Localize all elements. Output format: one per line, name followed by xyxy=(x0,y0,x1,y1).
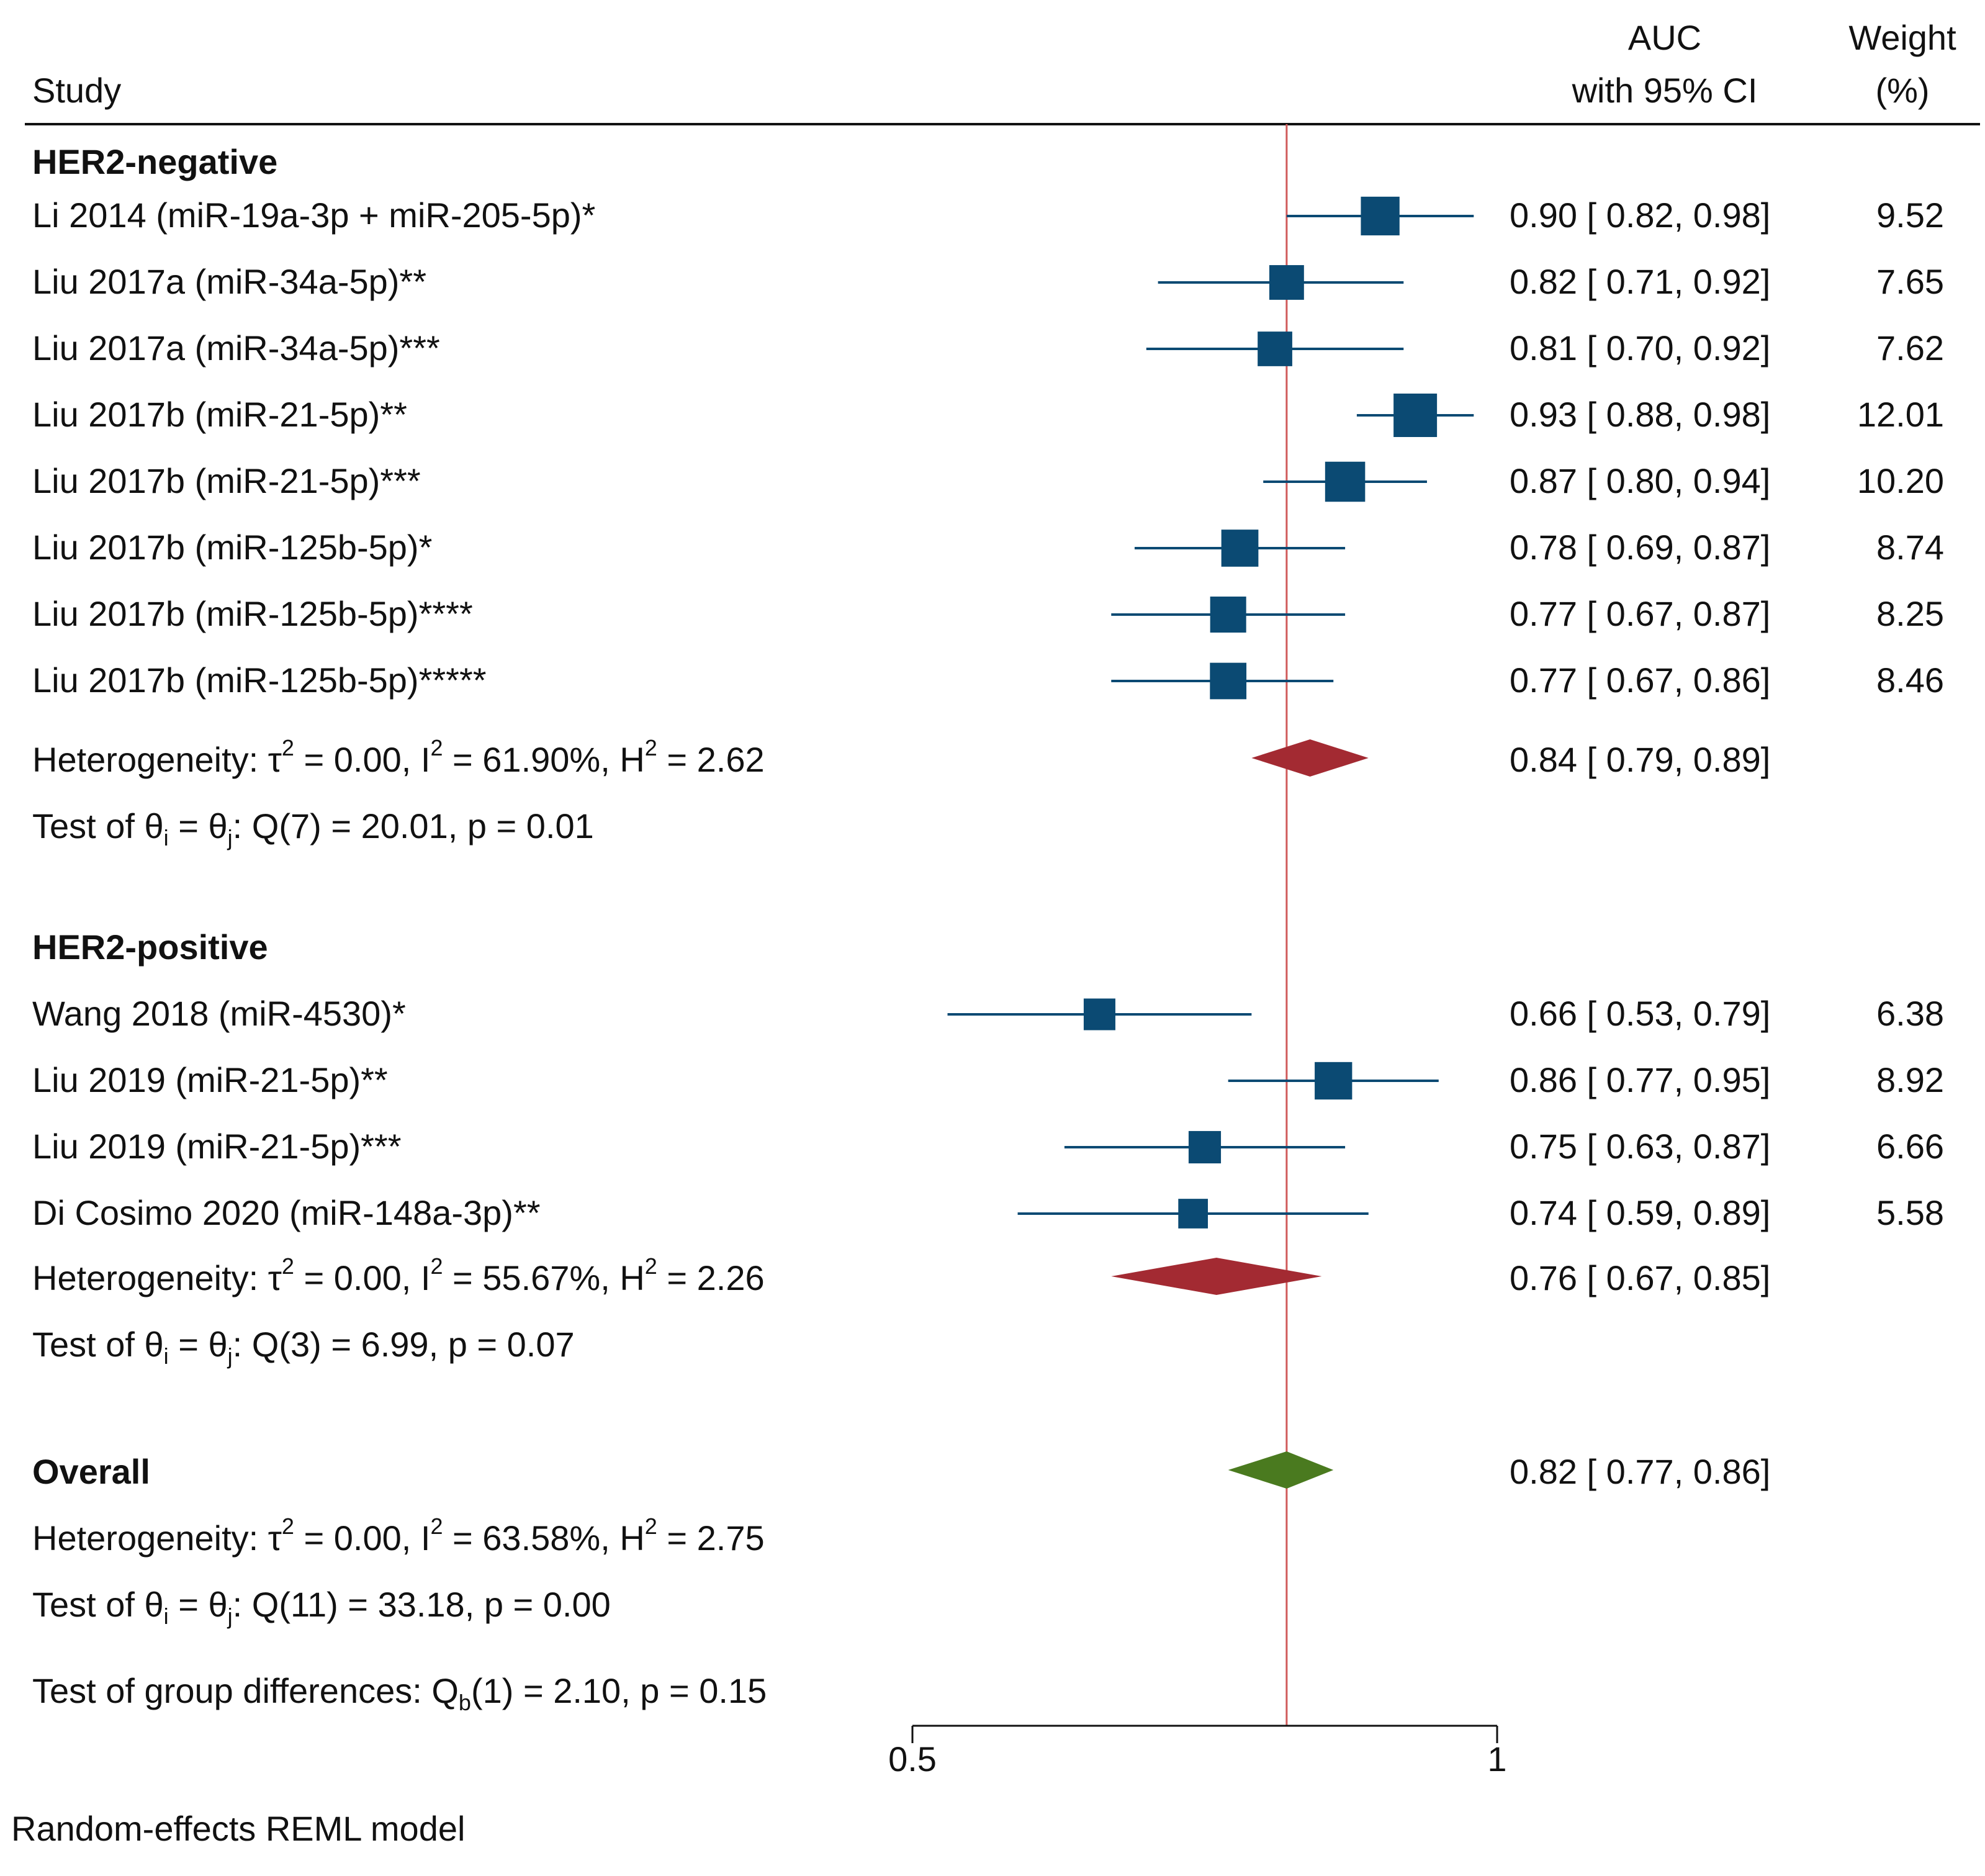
study-weight: 5.58 xyxy=(1876,1193,1944,1232)
study-label: Liu 2017b (miR-21-5p)** xyxy=(32,395,407,434)
study-marker xyxy=(1221,530,1259,567)
header-auc-ci: with 95% CI xyxy=(1572,71,1758,110)
study-label: Liu 2017a (miR-34a-5p)*** xyxy=(32,328,440,368)
x-tick-label: 1 xyxy=(1487,1739,1506,1779)
pooled-ci-her2-positive: 0.76 [ 0.67, 0.85] xyxy=(1510,1258,1770,1297)
test-overall: Test of θi = θj: Q(11) = 33.18, p = 0.00 xyxy=(32,1585,611,1629)
pooled-ci-her2-negative: 0.84 [ 0.79, 0.89] xyxy=(1510,740,1770,779)
study-label: Li 2014 (miR-19a-3p + miR-205-5p)* xyxy=(32,196,595,235)
header-auc: AUC xyxy=(1628,18,1701,57)
study-weight: 10.20 xyxy=(1857,461,1944,500)
study-marker xyxy=(1210,596,1246,633)
study-marker xyxy=(1315,1062,1353,1100)
study-weight: 7.62 xyxy=(1876,328,1944,368)
overall-ci: 0.82 [ 0.77, 0.86] xyxy=(1510,1452,1770,1491)
study-ci-text: 0.87 [ 0.80, 0.94] xyxy=(1510,461,1770,500)
study-ci-text: 0.90 [ 0.82, 0.98] xyxy=(1510,196,1770,235)
study-label: Liu 2017a (miR-34a-5p)** xyxy=(32,262,426,301)
study-label: Liu 2017b (miR-125b-5p)**** xyxy=(32,594,473,633)
study-ci-text: 0.81 [ 0.70, 0.92] xyxy=(1510,328,1770,368)
heterogeneity-overall: Heterogeneity: τ2 = 0.00, I2 = 63.58%, H… xyxy=(32,1513,765,1558)
study-ci-text: 0.82 [ 0.71, 0.92] xyxy=(1510,262,1770,301)
study-ci-text: 0.74 [ 0.59, 0.89] xyxy=(1510,1193,1770,1232)
study-label: Wang 2018 (miR-4530)* xyxy=(32,994,406,1033)
study-weight: 12.01 xyxy=(1857,395,1944,434)
study-ci-text: 0.86 [ 0.77, 0.95] xyxy=(1510,1060,1770,1099)
study-weight: 8.25 xyxy=(1876,594,1944,633)
study-weight: 8.92 xyxy=(1876,1060,1944,1099)
study-label: Liu 2017b (miR-125b-5p)* xyxy=(32,528,432,567)
study-marker xyxy=(1325,461,1366,502)
study-marker xyxy=(1188,1130,1222,1164)
study-label: Liu 2017b (miR-21-5p)*** xyxy=(32,461,421,500)
study-weight: 8.74 xyxy=(1876,528,1944,567)
heterogeneity-her2-negative: Heterogeneity: τ2 = 0.00, I2 = 61.90%, H… xyxy=(32,735,765,779)
study-marker xyxy=(1178,1199,1209,1229)
study-ci-text: 0.75 [ 0.63, 0.87] xyxy=(1510,1127,1770,1166)
model-footnote: Random-effects REML model xyxy=(11,1809,465,1848)
header-weight-unit: (%) xyxy=(1875,71,1929,110)
test-her2-positive: Test of θi = θj: Q(3) = 6.99, p = 0.07 xyxy=(32,1325,575,1369)
test-group-differences: Test of group differences: Qb(1) = 2.10,… xyxy=(32,1671,767,1715)
study-weight: 9.52 xyxy=(1876,196,1944,235)
study-ci-text: 0.78 [ 0.69, 0.87] xyxy=(1510,528,1770,567)
study-marker xyxy=(1393,394,1438,437)
study-label: Liu 2019 (miR-21-5p)** xyxy=(32,1060,388,1099)
overall-diamond xyxy=(1228,1451,1334,1489)
study-marker xyxy=(1210,662,1247,700)
study-label: Di Cosimo 2020 (miR-148a-3p)** xyxy=(32,1193,541,1232)
header-study: Study xyxy=(32,71,121,110)
pooled-diamond-her2-negative xyxy=(1251,739,1369,777)
x-axis: 0.5 1 xyxy=(888,1725,1507,1779)
x-tick-label: 0.5 xyxy=(888,1739,937,1779)
study-marker xyxy=(1083,998,1115,1030)
study-label: Liu 2019 (miR-21-5p)*** xyxy=(32,1127,402,1166)
study-ci-text: 0.77 [ 0.67, 0.87] xyxy=(1510,594,1770,633)
group-title-her2-positive: HER2-positive xyxy=(32,927,268,967)
study-marker xyxy=(1258,331,1292,366)
group-title-her2-negative: HER2-negative xyxy=(32,142,277,181)
header-weight: Weight xyxy=(1848,18,1956,57)
study-marker xyxy=(1269,265,1304,300)
study-weight: 6.66 xyxy=(1876,1127,1944,1166)
study-ci-text: 0.77 [ 0.67, 0.86] xyxy=(1510,661,1770,700)
overall-label: Overall xyxy=(32,1452,150,1491)
heterogeneity-her2-positive: Heterogeneity: τ2 = 0.00, I2 = 55.67%, H… xyxy=(32,1253,765,1297)
study-weight: 8.46 xyxy=(1876,661,1944,700)
study-weight: 6.38 xyxy=(1876,994,1944,1033)
pooled-diamond-her2-positive xyxy=(1111,1258,1322,1295)
study-weight: 7.65 xyxy=(1876,262,1944,301)
study-marker xyxy=(1361,196,1400,236)
study-ci-text: 0.93 [ 0.88, 0.98] xyxy=(1510,395,1770,434)
test-her2-negative: Test of θi = θj: Q(7) = 20.01, p = 0.01 xyxy=(32,806,594,850)
study-label: Liu 2017b (miR-125b-5p)***** xyxy=(32,661,487,700)
study-ci-text: 0.66 [ 0.53, 0.79] xyxy=(1510,994,1770,1033)
